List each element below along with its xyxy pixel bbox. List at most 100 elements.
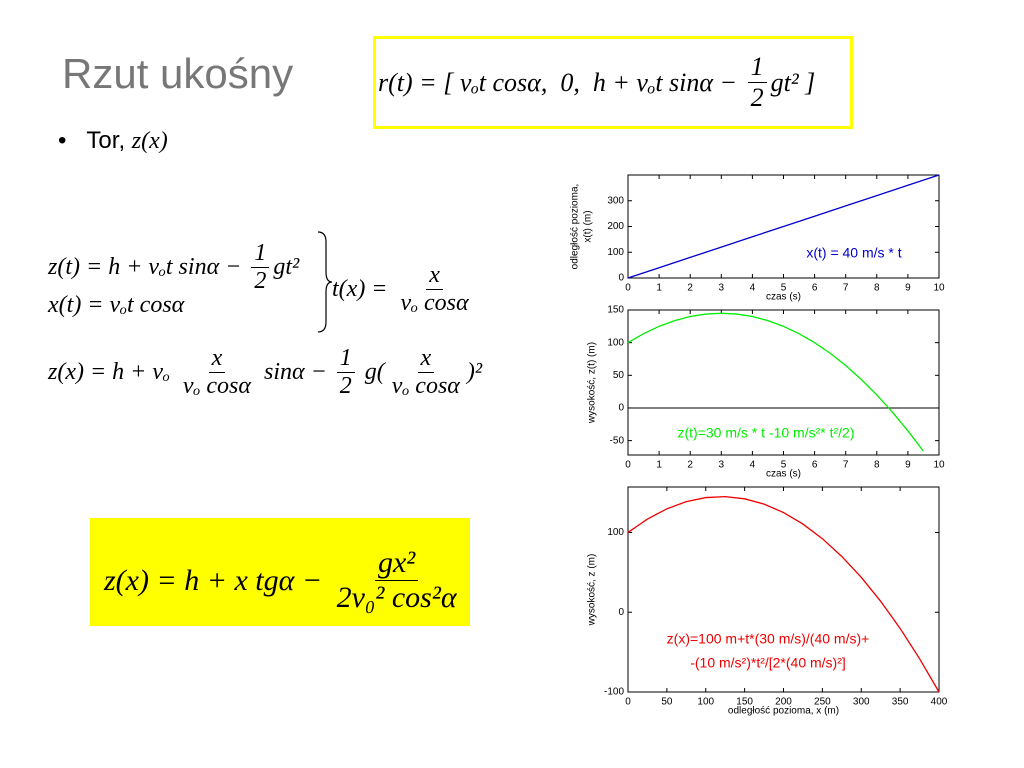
denominator: vₒ cosα bbox=[400, 290, 469, 316]
x-tick-label: 7 bbox=[843, 283, 849, 294]
bullet-marker: • bbox=[58, 127, 67, 154]
y-tick-label: 0 bbox=[618, 273, 624, 284]
formula: x(t) = vₒt cosα bbox=[48, 292, 184, 319]
x-tick-label: 8 bbox=[874, 283, 880, 294]
bullet-text: Tor, bbox=[86, 127, 126, 154]
y-tick-label: 100 bbox=[607, 337, 624, 348]
formula: z(x) = h + x tgα − gx² 2v₀² cos²α bbox=[104, 546, 464, 615]
x-tick-label: 350 bbox=[892, 697, 909, 708]
fraction: x vₒ cosα bbox=[389, 345, 463, 400]
formula-text: gt² bbox=[273, 254, 300, 280]
y-tick-label: -100 bbox=[604, 687, 624, 698]
y-tick-label: 0 bbox=[618, 607, 624, 618]
y-tick-label: 150 bbox=[607, 305, 624, 316]
bullet-math: z(x) bbox=[131, 128, 168, 154]
y-tick-label: 50 bbox=[613, 370, 625, 381]
y-tick-label: -50 bbox=[610, 435, 625, 446]
numerator: 1 bbox=[747, 52, 767, 83]
x-tick-label: 0 bbox=[625, 283, 631, 294]
formula-box bbox=[90, 518, 470, 626]
x-tick-label: 150 bbox=[736, 697, 753, 708]
x-tick-label: 200 bbox=[775, 697, 792, 708]
plot-area bbox=[627, 309, 940, 456]
formula-text: gt² ] bbox=[770, 67, 816, 97]
y-axis-label: wysokość, z(t) (m) bbox=[587, 342, 598, 424]
denominator: 2 bbox=[750, 83, 764, 112]
formula-text: x(t) = vₒt cosα bbox=[48, 292, 185, 318]
formula-text: )² bbox=[466, 359, 483, 385]
y-tick-label: 300 bbox=[607, 195, 624, 206]
x-axis-label: czas (s) bbox=[766, 469, 801, 480]
formula-text: g( bbox=[358, 359, 385, 385]
fraction: gx² 2v₀² cos²α bbox=[334, 546, 460, 615]
annotation: z(x)=100 m+t*(30 m/s)/(40 m/s)+ bbox=[667, 631, 870, 647]
fraction: x vₒ cosα bbox=[398, 262, 472, 317]
y-tick-label: 100 bbox=[607, 527, 624, 538]
x-tick-label: 5 bbox=[781, 283, 787, 294]
denominator: vₒ cosα bbox=[391, 373, 460, 399]
x-tick-label: 2 bbox=[687, 460, 693, 471]
denominator: 2 bbox=[254, 268, 267, 294]
numerator: gx² bbox=[374, 546, 419, 581]
x-tick-label: 250 bbox=[814, 697, 831, 708]
formula-text: z(x) = h + vₒ bbox=[48, 359, 176, 385]
y-tick-label: 0 bbox=[618, 403, 624, 414]
formula-text: z(x) = h + x tgα − bbox=[104, 563, 330, 597]
numerator: x bbox=[417, 345, 435, 373]
x-tick-label: 7 bbox=[843, 460, 849, 471]
x-tick-label: 4 bbox=[750, 460, 756, 471]
annotation: x(t) = 40 m/s * t bbox=[806, 245, 901, 261]
brace bbox=[317, 231, 333, 333]
y-tick-label: 100 bbox=[607, 247, 624, 258]
denominator: 2 bbox=[339, 373, 352, 399]
bullet: • Tor, z(x) bbox=[58, 127, 168, 155]
y-axis-label: odległość pozioma, bbox=[570, 184, 581, 270]
denominator: vₒ cosα bbox=[182, 373, 251, 399]
formula: t(x) = x vₒ cosα bbox=[332, 262, 476, 317]
formula: z(t) = h + vₒt sinα − 1 2 gt² bbox=[48, 240, 299, 295]
data-line bbox=[627, 174, 940, 279]
numerator: x bbox=[426, 262, 443, 290]
plot-area bbox=[627, 486, 940, 693]
x-tick-label: 50 bbox=[661, 697, 673, 708]
numerator: 1 bbox=[251, 240, 270, 268]
numerator: 1 bbox=[336, 345, 355, 373]
slide-title: Rzut ukośny bbox=[62, 50, 294, 97]
data-line bbox=[627, 312, 924, 452]
fraction: x vₒ cosα bbox=[180, 345, 254, 400]
annotation: z(t)=30 m/s * t -10 m/s²* t²/2) bbox=[678, 425, 855, 441]
formula-text: t(x) = bbox=[332, 276, 394, 302]
formula-text: z(t) = h + vₒt sinα − bbox=[48, 254, 248, 280]
data-line bbox=[627, 495, 940, 693]
x-tick-label: 1 bbox=[656, 283, 662, 294]
x-tick-label: 3 bbox=[719, 283, 725, 294]
x-tick-label: 3 bbox=[719, 460, 725, 471]
x-axis-label: czas (s) bbox=[766, 292, 801, 303]
x-tick-label: 400 bbox=[931, 697, 948, 708]
x-tick-label: 0 bbox=[625, 460, 631, 471]
x-tick-label: 4 bbox=[750, 283, 756, 294]
x-tick-label: 0 bbox=[625, 697, 631, 708]
x-tick-label: 1 bbox=[656, 460, 662, 471]
numerator: x bbox=[208, 345, 226, 373]
x-tick-label: 2 bbox=[687, 283, 693, 294]
x-tick-label: 9 bbox=[905, 283, 911, 294]
y-axis-label: wysokość, z (m) bbox=[587, 554, 598, 627]
formula-text: sinα − bbox=[257, 359, 333, 385]
x-tick-label: 10 bbox=[933, 283, 945, 294]
x-tick-label: 6 bbox=[812, 460, 818, 471]
x-tick-label: 9 bbox=[905, 460, 911, 471]
x-tick-label: 6 bbox=[812, 283, 818, 294]
annotation: -(10 m/s²)*t²/[2*(40 m/s)²] bbox=[690, 655, 846, 671]
x-tick-label: 8 bbox=[874, 460, 880, 471]
x-tick-label: 5 bbox=[781, 460, 787, 471]
formula-box bbox=[373, 36, 853, 129]
x-tick-label: 10 bbox=[933, 460, 945, 471]
